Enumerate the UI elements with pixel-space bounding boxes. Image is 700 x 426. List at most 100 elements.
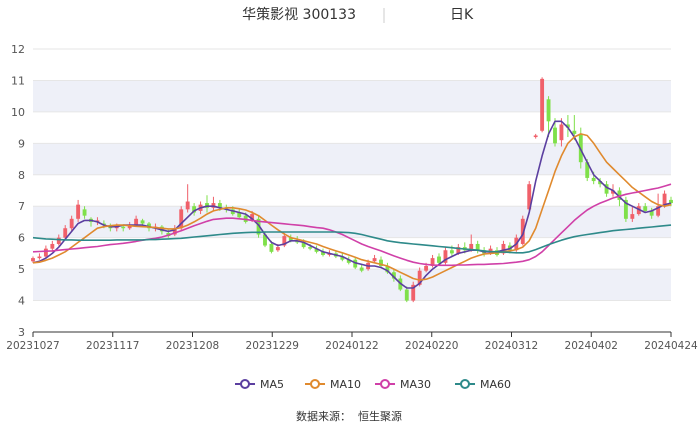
period-label: 日K: [450, 7, 474, 23]
candle-body: [192, 206, 197, 213]
candle-body: [346, 259, 351, 263]
candle-body: [50, 243, 55, 249]
band-8: [33, 143, 671, 175]
data-source: 数据来源： 恒生聚源: [296, 409, 402, 423]
candle-body: [230, 209, 235, 215]
candle-body: [217, 203, 222, 208]
ma-line-ma30: [32, 183, 672, 267]
candle-body: [237, 212, 242, 218]
y-tick-label: 7: [18, 200, 25, 213]
x-tick-label: 20240122: [325, 340, 378, 352]
candle-body: [617, 190, 622, 200]
candle-body: [585, 162, 590, 178]
x-tick-label: 20231208: [166, 340, 219, 352]
candle-body: [385, 265, 390, 273]
moving-average-lines: [32, 120, 672, 289]
ma-line-ma5: [32, 120, 672, 289]
candle-body: [591, 177, 596, 182]
legend-label-ma60: MA60: [480, 378, 511, 391]
candle-body: [288, 237, 293, 241]
candle-body: [598, 181, 603, 185]
band-10: [33, 80, 671, 112]
candle-body: [527, 184, 532, 210]
candle-body: [256, 218, 261, 235]
x-tick-label: 20240402: [565, 340, 618, 352]
candle-body: [301, 242, 306, 248]
background-bands: [33, 80, 671, 301]
candle-body: [140, 220, 145, 224]
candle-body: [604, 184, 609, 194]
candle-body: [37, 256, 42, 259]
candle-body: [147, 223, 151, 229]
candle-body: [475, 243, 480, 251]
y-tick-label: 8: [18, 169, 25, 182]
candle-body: [308, 247, 313, 249]
candle-body: [424, 265, 429, 271]
y-tick-label: 9: [18, 137, 25, 150]
candle-body: [379, 259, 383, 266]
y-tick-label: 11: [11, 74, 25, 87]
y-tick-label: 4: [18, 295, 25, 308]
candle-body: [630, 214, 635, 219]
x-tick-label: 20240424: [644, 340, 698, 352]
candle-body: [449, 250, 454, 254]
candle-body: [314, 248, 319, 252]
legend-marker-ma30: [380, 379, 390, 389]
candle-body: [469, 243, 474, 251]
candle-body: [250, 214, 255, 221]
ma-line-ma10: [32, 133, 672, 281]
candle-body: [185, 201, 190, 210]
ma-line-ma60: [32, 224, 672, 254]
legend-marker-ma60: [460, 379, 470, 389]
candle-body: [501, 243, 506, 254]
candle-body: [656, 206, 661, 216]
candle-body: [546, 99, 551, 122]
y-tick-label: 5: [18, 263, 25, 276]
candle-body: [69, 218, 74, 229]
legend-marker-ma10: [310, 379, 320, 389]
candle-body: [321, 251, 325, 255]
legend-label-ma30: MA30: [400, 378, 431, 391]
candle-body: [443, 250, 448, 263]
candle-body: [417, 270, 422, 285]
x-tick-label: 20231117: [86, 340, 139, 352]
candle-body: [127, 225, 132, 229]
legend-label-ma10: MA10: [330, 378, 361, 391]
candle-body: [391, 272, 396, 279]
candle-body: [31, 258, 35, 262]
candle-body: [559, 124, 564, 141]
candle-body: [572, 130, 577, 134]
candle-body: [456, 247, 461, 254]
candle-body: [121, 226, 126, 229]
candle-body: [553, 127, 557, 144]
candle-body: [611, 190, 615, 194]
candle-body: [56, 237, 61, 244]
candle-body: [520, 218, 525, 244]
candle-body: [43, 248, 48, 257]
y-tick-label: 10: [11, 106, 25, 119]
legend-label-ma5: MA5: [260, 378, 284, 391]
candle-body: [282, 236, 287, 246]
candle-body: [540, 78, 545, 131]
x-tick-label: 20240220: [405, 340, 458, 352]
candle-body: [437, 256, 441, 263]
candle-body: [269, 243, 274, 252]
candle-body: [623, 199, 628, 219]
candle-body: [76, 204, 81, 219]
candle-body: [263, 234, 267, 246]
candle-body: [372, 258, 377, 262]
legend: MA5 MA10 MA30 MA60: [235, 378, 511, 391]
candle-body: [669, 199, 673, 204]
source-label: 数据来源：: [296, 409, 351, 423]
y-axis: 3 4 5 6 7 8 9 10 11 12: [11, 43, 25, 339]
candle-body: [340, 256, 345, 260]
candle-body: [404, 289, 409, 301]
candle-body: [533, 135, 538, 138]
candle-body: [179, 209, 184, 229]
source-value: 恒生聚源: [358, 409, 402, 423]
x-tick-label: 20231229: [246, 340, 299, 352]
x-axis: 20231027 20231117 20231208 20231229 20240122…: [6, 331, 698, 352]
candle-body: [643, 206, 648, 211]
y-tick-label: 3: [18, 326, 25, 339]
